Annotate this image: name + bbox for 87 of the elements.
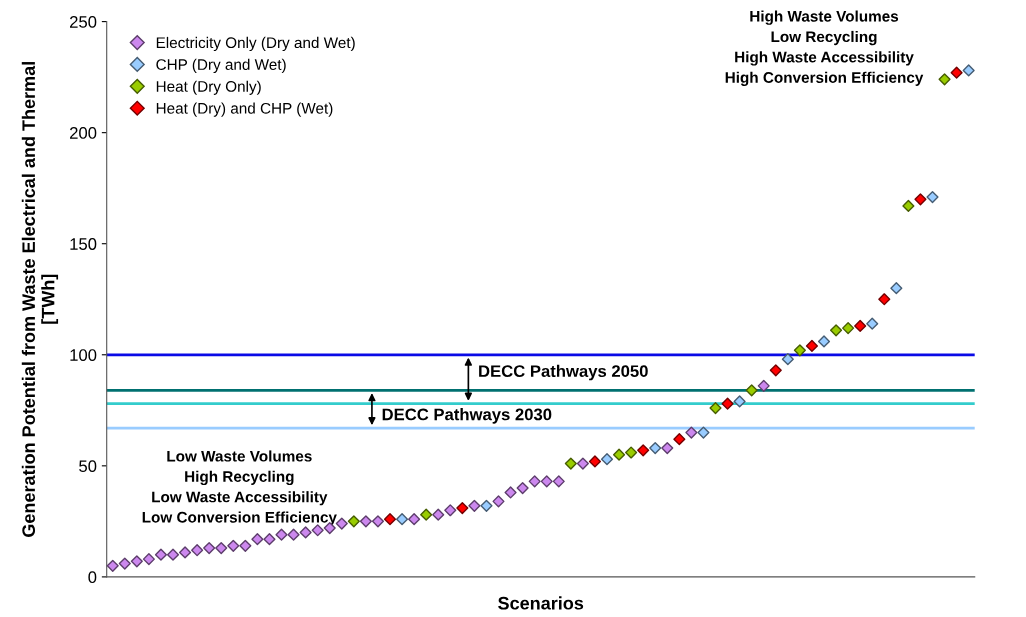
point	[528, 475, 541, 488]
point	[492, 495, 505, 508]
point	[420, 508, 433, 521]
point	[106, 559, 119, 572]
point	[215, 541, 228, 555]
point	[745, 384, 758, 397]
point	[697, 426, 710, 439]
legend-label: Electricity Only (Dry and Wet)	[156, 36, 355, 52]
point	[456, 501, 469, 515]
point	[552, 475, 565, 488]
annotation: High Waste Volumes Low Recycling High Waste Accessibility High Conversion Efficiency	[725, 10, 924, 86]
y-tick-label: 50	[79, 460, 97, 473]
point	[842, 322, 855, 335]
ref-line-label: DECC Pathways 2050	[479, 364, 648, 381]
point	[347, 515, 360, 528]
point	[709, 402, 722, 415]
point	[251, 533, 264, 546]
point	[178, 546, 192, 559]
point	[805, 339, 819, 352]
point	[203, 541, 216, 555]
point	[637, 444, 650, 457]
point	[299, 526, 312, 539]
x-axis-title: Scenarios	[498, 596, 584, 610]
point	[914, 193, 927, 206]
point	[938, 73, 951, 86]
point	[383, 513, 397, 526]
point	[600, 453, 614, 466]
point	[661, 441, 674, 455]
point	[733, 395, 746, 408]
point	[311, 524, 324, 537]
point	[793, 344, 806, 357]
y-tick-label: 150	[70, 238, 97, 250]
point	[866, 317, 879, 330]
point	[564, 457, 577, 470]
point	[588, 455, 602, 468]
point	[612, 448, 626, 461]
point	[854, 319, 867, 332]
point	[166, 548, 180, 561]
point	[395, 513, 409, 526]
point	[239, 539, 252, 552]
point	[926, 190, 939, 204]
point	[721, 397, 734, 410]
point	[950, 66, 963, 79]
point	[516, 481, 529, 495]
point	[504, 486, 517, 499]
point	[359, 515, 372, 528]
point	[480, 499, 493, 512]
point	[468, 499, 481, 512]
point	[118, 557, 131, 570]
point	[444, 504, 457, 517]
point	[769, 364, 782, 377]
point	[890, 282, 903, 295]
y-tick-label: 100	[70, 349, 97, 361]
point	[154, 548, 168, 561]
point	[263, 533, 276, 546]
point	[625, 446, 638, 459]
legend-label: Heat (Dry Only)	[156, 80, 261, 95]
point	[191, 544, 204, 557]
y-tick-label: 200	[70, 127, 97, 139]
point	[817, 335, 831, 348]
y-axis-title: Generation Potential from Waste Electrical and Thermal [TWh]	[21, 62, 59, 537]
point	[335, 517, 348, 530]
point	[287, 528, 300, 541]
point	[227, 539, 240, 552]
point	[275, 528, 288, 541]
point	[408, 513, 421, 526]
point	[576, 457, 589, 470]
point	[757, 379, 770, 392]
legend-label: Heat (Dry) and CHP (Wet)	[156, 102, 333, 117]
point	[649, 441, 662, 455]
point	[673, 433, 686, 446]
y-tick-label: 250	[70, 16, 97, 28]
point	[685, 426, 698, 439]
point	[878, 293, 891, 306]
point	[540, 475, 553, 488]
legend-label: CHP (Dry and Wet)	[156, 58, 286, 73]
point	[962, 64, 975, 77]
point	[432, 508, 445, 521]
point	[130, 555, 143, 568]
ref-line-label: DECC Pathways 2030	[382, 408, 552, 424]
point	[371, 515, 385, 528]
point	[142, 553, 155, 566]
point	[902, 199, 915, 213]
point	[829, 324, 843, 337]
point	[781, 353, 794, 366]
annotation: Low Waste Volumes High Recycling Low Waste Accessibility Low Conversion Efficiency	[142, 450, 337, 526]
y-tick-label: 0	[88, 571, 97, 584]
